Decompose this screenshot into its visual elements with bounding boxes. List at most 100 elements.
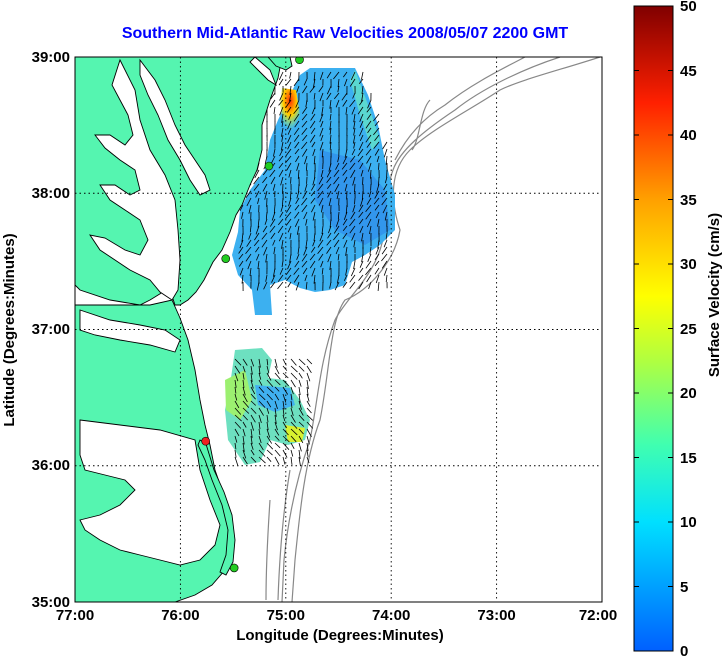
velocity-vector xyxy=(311,204,316,213)
velocity-vector xyxy=(374,204,380,211)
velocity-vector xyxy=(366,141,372,148)
velocity-vector xyxy=(264,218,268,225)
velocity-vector xyxy=(290,456,293,465)
velocity-vector xyxy=(274,365,280,375)
velocity-vector xyxy=(349,225,356,234)
velocity-vector xyxy=(309,253,316,261)
velocity-vector xyxy=(334,183,340,192)
velocity-vector xyxy=(382,141,388,150)
velocity-vector xyxy=(274,421,278,431)
velocity-vector xyxy=(287,127,292,135)
colorbar-tick-label: 45 xyxy=(680,63,697,80)
colorbar-label: Surface Velocity (cm/s) xyxy=(706,213,723,377)
velocity-vector xyxy=(282,393,287,403)
velocity-vector xyxy=(351,232,356,241)
velocity-vector xyxy=(374,260,380,267)
velocity-vector xyxy=(257,260,260,270)
velocity-vector xyxy=(282,365,288,371)
velocity-vector xyxy=(350,267,356,277)
velocity-vector xyxy=(280,204,284,212)
velocity-vector xyxy=(344,148,348,158)
velocity-vector xyxy=(287,225,292,233)
velocity-vector xyxy=(326,71,332,79)
velocity-vector xyxy=(383,183,388,191)
velocity-vector xyxy=(342,281,348,288)
velocity-vector xyxy=(317,183,324,192)
velocity-vector xyxy=(266,358,269,366)
velocity-vector xyxy=(258,365,261,375)
velocity-vector xyxy=(306,372,311,382)
velocity-vector xyxy=(279,211,284,218)
velocity-vector xyxy=(239,204,244,211)
velocity-vector xyxy=(290,421,298,429)
velocity-vector xyxy=(287,141,292,150)
velocity-vector xyxy=(277,225,284,234)
velocity-vector xyxy=(273,246,276,255)
velocity-vector xyxy=(250,456,257,463)
velocity-vector xyxy=(358,141,364,151)
velocity-vector xyxy=(333,92,340,100)
x-tick-label: 74:00 xyxy=(372,607,410,624)
velocity-vector xyxy=(306,428,312,437)
velocity-vector xyxy=(242,435,245,445)
velocity-vector xyxy=(258,407,264,416)
velocity-vector xyxy=(301,260,308,268)
velocity-vector xyxy=(304,183,308,192)
velocity-vector xyxy=(234,435,238,443)
velocity-vector xyxy=(253,176,260,185)
velocity-vector xyxy=(289,232,292,240)
velocity-vector xyxy=(290,372,298,380)
velocity-vector xyxy=(273,148,276,157)
velocity-vector xyxy=(360,197,364,207)
velocity-vector xyxy=(281,127,284,137)
velocity-vector xyxy=(302,190,308,199)
velocity-vector xyxy=(258,435,262,444)
velocity-vector xyxy=(327,253,332,263)
station-marker xyxy=(295,57,304,65)
grid-lines xyxy=(75,57,602,602)
velocity-vector xyxy=(349,281,356,289)
velocity-vector xyxy=(359,120,364,128)
velocity-vector xyxy=(358,218,364,225)
velocity-vector xyxy=(306,435,310,445)
velocity-vector xyxy=(321,148,324,158)
station-marker xyxy=(264,161,274,171)
velocity-vector xyxy=(242,379,245,388)
velocity-vector xyxy=(298,365,305,372)
velocity-vector xyxy=(274,400,278,410)
velocity-vector xyxy=(258,400,266,408)
velocity-vector xyxy=(293,113,300,122)
velocity-vector xyxy=(320,134,324,142)
velocity-vector xyxy=(368,162,372,172)
velocity-vector xyxy=(329,260,332,270)
velocity-vector xyxy=(258,358,261,368)
velocity-vector xyxy=(357,148,364,157)
velocity-vector xyxy=(253,183,260,191)
velocity-vector xyxy=(298,414,305,421)
velocity-vector xyxy=(361,71,364,80)
velocity-vector xyxy=(282,442,290,450)
velocity-vector xyxy=(285,155,292,164)
velocity-vector xyxy=(358,78,364,84)
velocity-vector xyxy=(309,85,316,93)
velocity-vector xyxy=(366,197,372,205)
velocity-edge-north xyxy=(350,70,380,150)
velocity-vector xyxy=(365,211,372,220)
chart-title: Southern Mid-Atlantic Raw Velocities 200… xyxy=(122,25,569,42)
velocity-vector xyxy=(293,106,300,114)
velocity-vector xyxy=(281,260,284,268)
velocity-vector xyxy=(309,120,316,129)
velocity-vector xyxy=(359,260,364,268)
velocity-vector xyxy=(294,218,300,227)
y-tick-labels: 39:00 38:00 37:00 36:00 35:00 xyxy=(32,49,70,611)
velocity-vector xyxy=(250,358,255,367)
velocity-vector xyxy=(271,274,276,283)
velocity-vector xyxy=(302,106,308,114)
velocity-core-north xyxy=(315,150,390,245)
velocity-vector xyxy=(310,246,316,253)
velocity-vector xyxy=(278,232,284,242)
velocity-vector xyxy=(384,211,388,221)
velocity-vector xyxy=(287,120,292,130)
plot-area xyxy=(75,57,602,602)
velocity-vector xyxy=(382,204,388,214)
